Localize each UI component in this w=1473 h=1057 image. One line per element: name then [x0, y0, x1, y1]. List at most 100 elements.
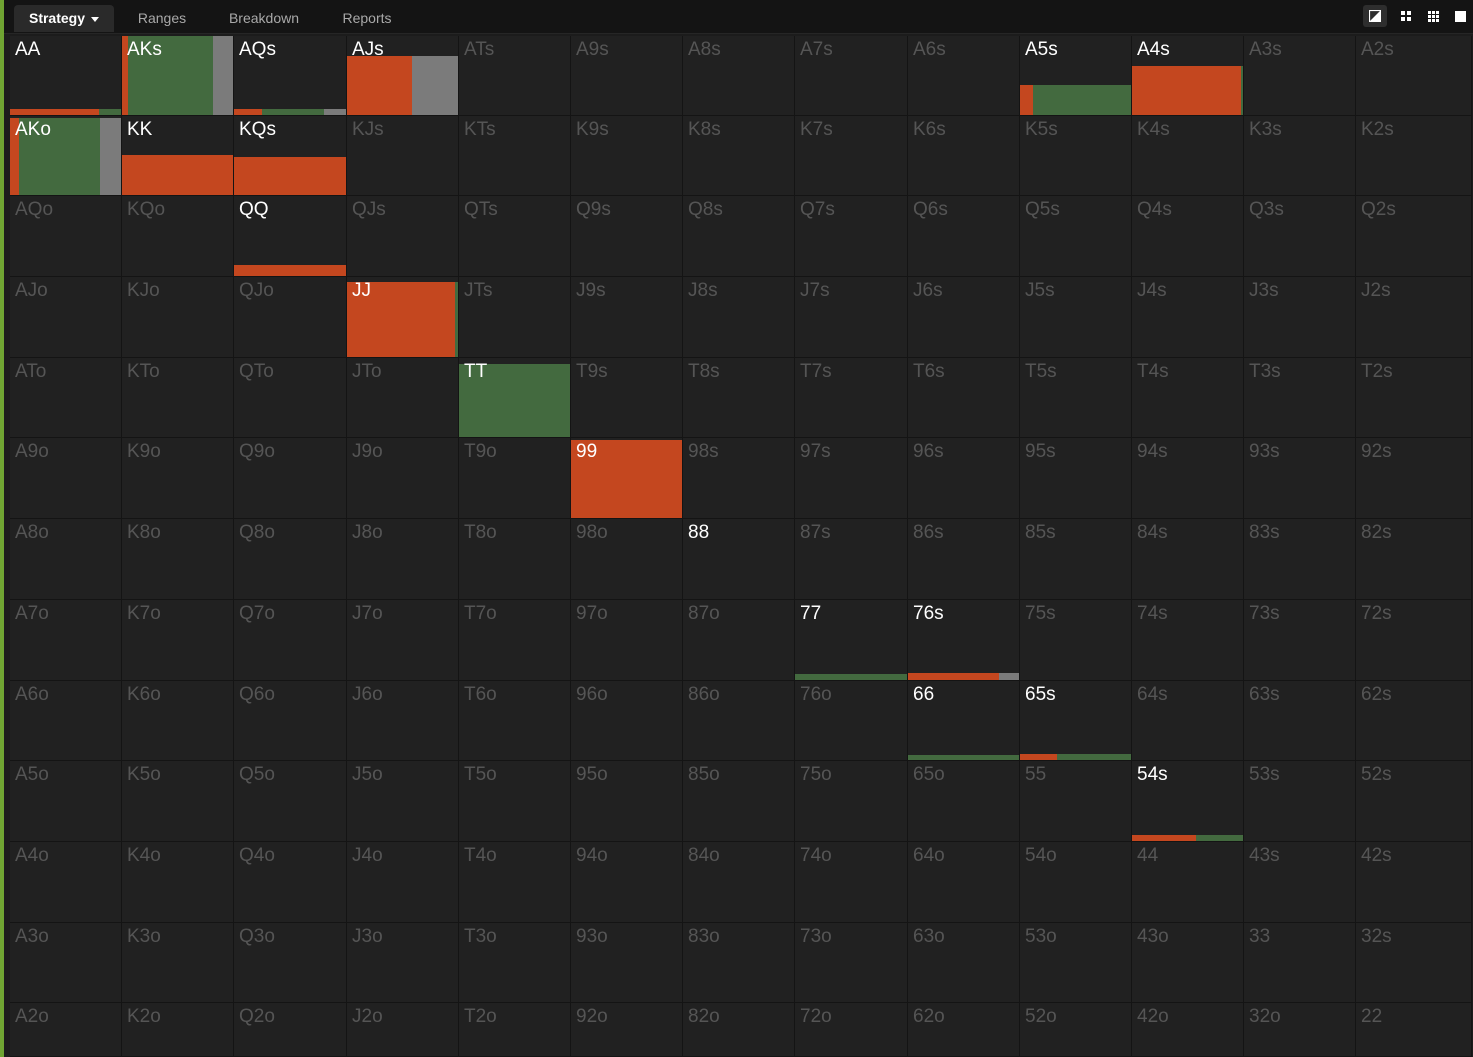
hand-cell[interactable]: A9o — [10, 438, 122, 519]
hand-cell[interactable]: 62s — [1356, 681, 1472, 761]
hand-cell[interactable]: J3s — [1244, 277, 1356, 358]
hand-cell[interactable]: 22 — [1356, 1003, 1472, 1057]
hand-cell[interactable]: 54s — [1132, 761, 1244, 842]
hand-cell[interactable]: ATo — [10, 358, 122, 438]
hand-cell[interactable]: 84s — [1132, 519, 1244, 600]
hand-cell[interactable]: Q5o — [234, 761, 347, 842]
hand-cell[interactable]: 43s — [1244, 842, 1356, 923]
hand-cell[interactable]: A8o — [10, 519, 122, 600]
hand-cell[interactable]: J3o — [347, 923, 459, 1003]
hand-cell[interactable]: AA — [10, 36, 122, 116]
hand-cell[interactable]: A9s — [571, 36, 683, 116]
hand-cell[interactable]: A7s — [795, 36, 908, 116]
hand-cell[interactable]: A7o — [10, 600, 122, 681]
hand-cell[interactable]: 52s — [1356, 761, 1472, 842]
hand-cell[interactable]: 72o — [795, 1003, 908, 1057]
hand-cell[interactable]: J9s — [571, 277, 683, 358]
hand-cell[interactable]: AQo — [10, 196, 122, 277]
hand-cell[interactable]: 87o — [683, 600, 795, 681]
hand-cell[interactable]: 95o — [571, 761, 683, 842]
hand-cell[interactable]: 93s — [1244, 438, 1356, 519]
hand-cell[interactable]: K2o — [122, 1003, 234, 1057]
hand-cell[interactable]: 99 — [571, 438, 683, 519]
hand-cell[interactable]: JTo — [347, 358, 459, 438]
hand-cell[interactable]: 92s — [1356, 438, 1472, 519]
hand-cell[interactable]: 93o — [571, 923, 683, 1003]
hand-cell[interactable]: K6o — [122, 681, 234, 761]
hand-cell[interactable]: J5s — [1020, 277, 1132, 358]
hand-cell[interactable]: J8o — [347, 519, 459, 600]
hand-cell[interactable]: 32s — [1356, 923, 1472, 1003]
hand-cell[interactable]: K3o — [122, 923, 234, 1003]
hand-cell[interactable]: T7o — [459, 600, 571, 681]
hand-cell[interactable]: Q2s — [1356, 196, 1472, 277]
hand-cell[interactable]: 55 — [1020, 761, 1132, 842]
hand-cell[interactable]: K2s — [1356, 116, 1472, 196]
hand-cell[interactable]: 64o — [908, 842, 1020, 923]
hand-cell[interactable]: 86o — [683, 681, 795, 761]
hand-cell[interactable]: T8s — [683, 358, 795, 438]
hand-cell[interactable]: 52o — [1020, 1003, 1132, 1057]
hand-cell[interactable]: A5o — [10, 761, 122, 842]
tab-breakdown[interactable]: Breakdown — [214, 5, 314, 32]
hand-cell[interactable]: T9s — [571, 358, 683, 438]
hand-cell[interactable]: K5s — [1020, 116, 1132, 196]
hand-cell[interactable]: J9o — [347, 438, 459, 519]
hand-cell[interactable]: K9s — [571, 116, 683, 196]
hand-cell[interactable]: J6o — [347, 681, 459, 761]
hand-cell[interactable]: 94s — [1132, 438, 1244, 519]
hand-cell[interactable]: 95s — [1020, 438, 1132, 519]
hand-cell[interactable]: Q7s — [795, 196, 908, 277]
hand-cell[interactable]: 82s — [1356, 519, 1472, 600]
hand-cell[interactable]: A3o — [10, 923, 122, 1003]
hand-cell[interactable]: 65o — [908, 761, 1020, 842]
hand-cell[interactable]: AQs — [234, 36, 347, 116]
hand-cell[interactable]: 87s — [795, 519, 908, 600]
hand-cell[interactable]: J5o — [347, 761, 459, 842]
hand-cell[interactable]: K8s — [683, 116, 795, 196]
tab-ranges[interactable]: Ranges — [124, 5, 200, 32]
hand-cell[interactable]: K6s — [908, 116, 1020, 196]
hand-cell[interactable]: 83s — [1244, 519, 1356, 600]
hand-cell[interactable]: T6o — [459, 681, 571, 761]
hand-cell[interactable]: J2s — [1356, 277, 1472, 358]
hand-cell[interactable]: T3o — [459, 923, 571, 1003]
hand-cell[interactable]: 62o — [908, 1003, 1020, 1057]
compact-view-button[interactable] — [1394, 5, 1418, 27]
tab-reports[interactable]: Reports — [329, 5, 405, 32]
hand-cell[interactable]: Q6s — [908, 196, 1020, 277]
hand-cell[interactable]: 75o — [795, 761, 908, 842]
hand-cell[interactable]: K7s — [795, 116, 908, 196]
hand-cell[interactable]: Q3o — [234, 923, 347, 1003]
hand-cell[interactable]: T3s — [1244, 358, 1356, 438]
hand-cell[interactable]: Q2o — [234, 1003, 347, 1057]
hand-cell[interactable]: J2o — [347, 1003, 459, 1057]
hand-cell[interactable]: 96o — [571, 681, 683, 761]
hand-cell[interactable]: 74s — [1132, 600, 1244, 681]
hand-cell[interactable]: JJ — [347, 277, 459, 358]
hand-cell[interactable]: KTs — [459, 116, 571, 196]
hand-cell[interactable]: 43o — [1132, 923, 1244, 1003]
hand-cell[interactable]: AKs — [122, 36, 234, 116]
hand-cell[interactable]: 44 — [1132, 842, 1244, 923]
hand-cell[interactable]: A6s — [908, 36, 1020, 116]
hand-cell[interactable]: Q4o — [234, 842, 347, 923]
hand-cell[interactable]: A2o — [10, 1003, 122, 1057]
hand-cell[interactable]: K4o — [122, 842, 234, 923]
hand-cell[interactable]: 88 — [683, 519, 795, 600]
hand-cell[interactable]: 73s — [1244, 600, 1356, 681]
hand-cell[interactable]: 72s — [1356, 600, 1472, 681]
hand-cell[interactable]: A4o — [10, 842, 122, 923]
hand-cell[interactable]: K5o — [122, 761, 234, 842]
hand-cell[interactable]: QJs — [347, 196, 459, 277]
hand-cell[interactable]: Q9s — [571, 196, 683, 277]
hand-cell[interactable]: 98s — [683, 438, 795, 519]
hand-cell[interactable]: 85s — [1020, 519, 1132, 600]
hand-cell[interactable]: K9o — [122, 438, 234, 519]
hand-cell[interactable]: 73o — [795, 923, 908, 1003]
tab-strategy[interactable]: Strategy — [14, 5, 114, 32]
hand-cell[interactable]: T5o — [459, 761, 571, 842]
hand-cell[interactable]: Q7o — [234, 600, 347, 681]
hand-cell[interactable]: KQo — [122, 196, 234, 277]
hand-cell[interactable]: J8s — [683, 277, 795, 358]
